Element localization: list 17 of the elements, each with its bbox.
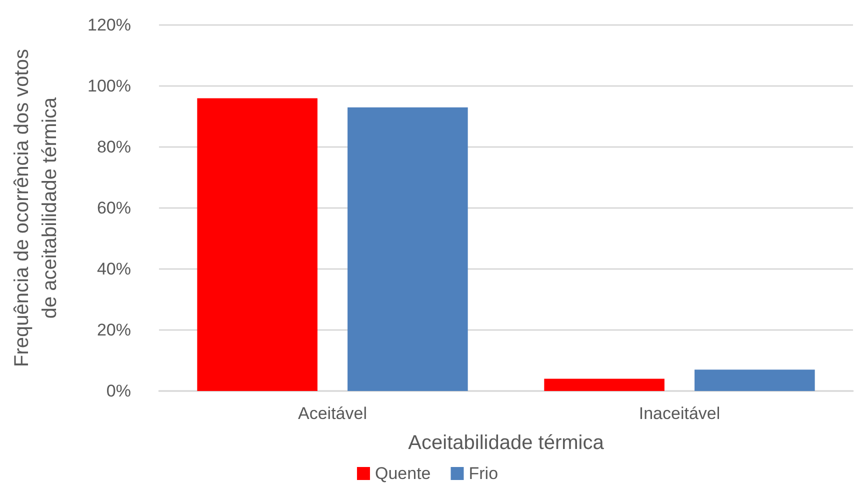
y-tick-label: 80% xyxy=(96,138,131,156)
y-tick-label: 40% xyxy=(96,260,131,278)
legend-label: Quente xyxy=(374,464,431,483)
y-tick-label: 60% xyxy=(96,198,131,218)
y-tick-label: 20% xyxy=(96,320,131,340)
y-tick-label: 100% xyxy=(88,76,131,96)
x-axis-title: Aceitabilidade térmica xyxy=(408,432,605,454)
y-axis-title: Frequência de ocorrência dos votos de aceitabilidade térmica xyxy=(11,49,61,367)
bar xyxy=(348,107,468,391)
legend-label: Frio xyxy=(468,464,498,483)
x-tick-label: Inaceitável xyxy=(638,404,720,423)
bar xyxy=(544,378,664,391)
x-tick-label: Aceitável xyxy=(298,404,367,423)
y-tick-label: 0% xyxy=(106,382,131,400)
bar xyxy=(197,98,318,391)
bar xyxy=(694,370,815,391)
y-tick-label: 120% xyxy=(88,16,131,34)
